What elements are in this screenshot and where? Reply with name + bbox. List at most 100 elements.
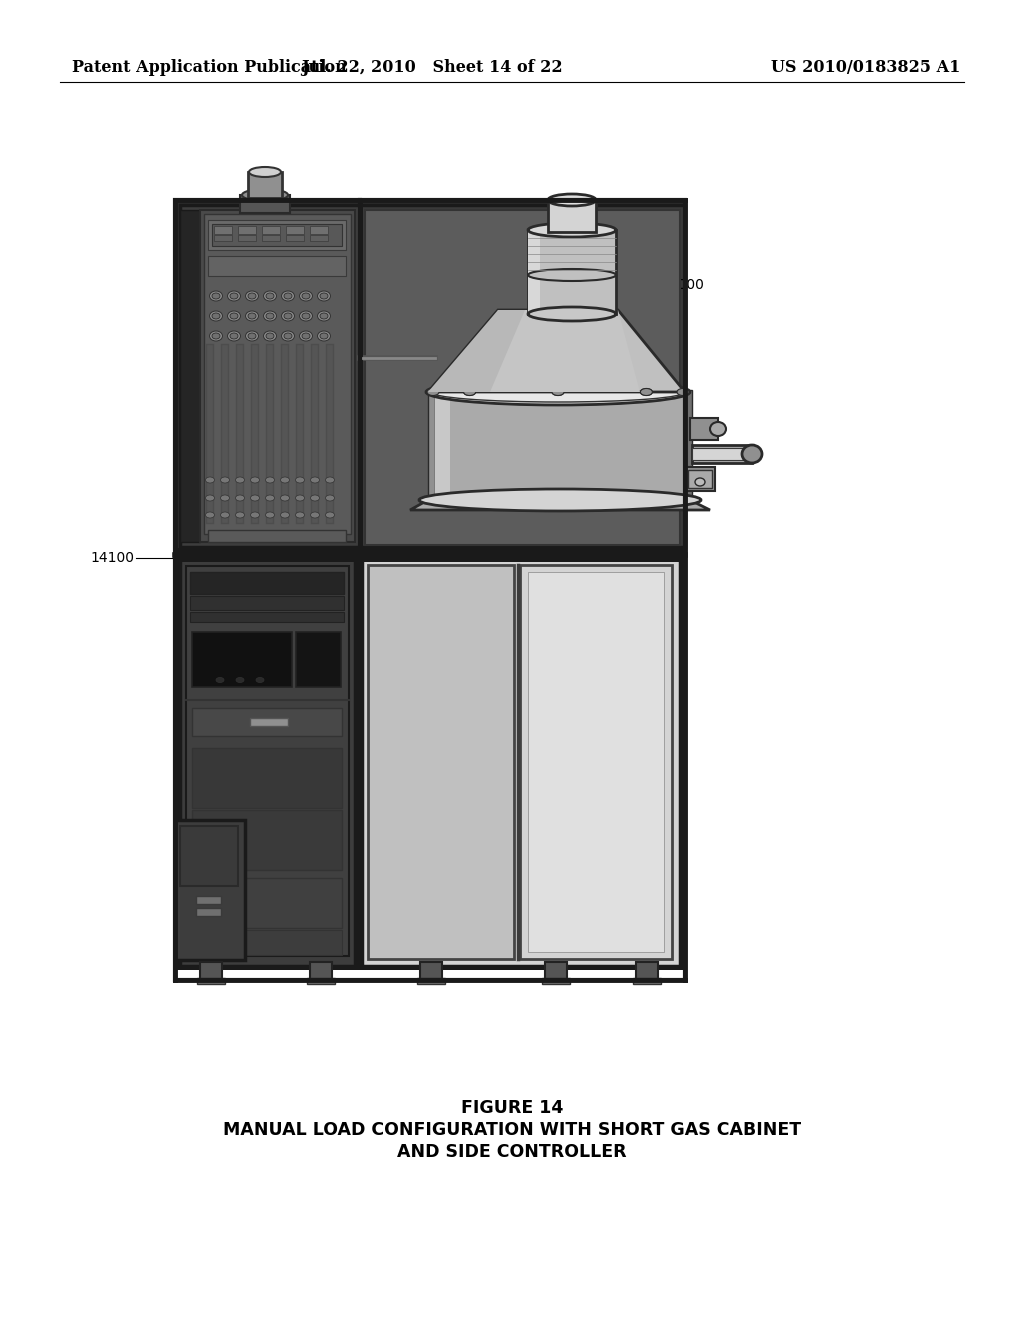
Bar [417, 978, 445, 983]
Polygon shape [430, 395, 692, 498]
Ellipse shape [282, 290, 295, 301]
Ellipse shape [248, 293, 256, 300]
Ellipse shape [206, 512, 214, 517]
Bar [196, 896, 221, 904]
Ellipse shape [216, 677, 224, 682]
Ellipse shape [326, 512, 335, 517]
Bar [175, 201, 685, 979]
Ellipse shape [227, 331, 241, 341]
Ellipse shape [256, 677, 264, 682]
Ellipse shape [265, 477, 274, 483]
Ellipse shape [430, 381, 685, 403]
Ellipse shape [246, 312, 258, 321]
Ellipse shape [246, 290, 258, 301]
Ellipse shape [210, 312, 222, 321]
Ellipse shape [528, 223, 616, 238]
Ellipse shape [265, 512, 274, 517]
Ellipse shape [317, 290, 331, 301]
Bar [190, 597, 344, 610]
Text: US 2010/0183825 A1: US 2010/0183825 A1 [771, 59, 961, 77]
Polygon shape [435, 395, 450, 498]
Ellipse shape [210, 331, 222, 341]
Bar [286, 226, 304, 234]
Bar [175, 554, 685, 970]
Bar [548, 201, 596, 232]
Ellipse shape [281, 495, 290, 502]
Bar [193, 708, 342, 737]
Bar [200, 962, 222, 979]
Bar [685, 467, 715, 491]
Ellipse shape [310, 495, 319, 502]
Ellipse shape [281, 477, 290, 483]
Bar [197, 978, 225, 983]
Polygon shape [428, 310, 525, 392]
Bar [636, 962, 658, 979]
Ellipse shape [236, 477, 245, 483]
Ellipse shape [552, 388, 564, 396]
Ellipse shape [206, 495, 214, 502]
Ellipse shape [220, 477, 229, 483]
Ellipse shape [427, 388, 439, 396]
Polygon shape [410, 500, 710, 510]
Bar [633, 978, 662, 983]
Ellipse shape [528, 269, 616, 281]
Ellipse shape [677, 388, 689, 396]
Ellipse shape [464, 388, 475, 396]
Ellipse shape [528, 308, 616, 321]
Ellipse shape [296, 512, 304, 517]
Bar [186, 566, 349, 956]
Ellipse shape [302, 293, 310, 300]
Polygon shape [428, 389, 692, 500]
Ellipse shape [299, 312, 312, 321]
Bar [250, 718, 288, 726]
Bar [286, 235, 304, 242]
Ellipse shape [299, 290, 312, 301]
Ellipse shape [282, 331, 295, 341]
Bar [193, 632, 292, 686]
Bar [214, 235, 232, 242]
Bar [208, 256, 346, 276]
Bar [420, 962, 442, 979]
Bar [296, 632, 341, 686]
Bar [193, 931, 342, 954]
Bar [528, 572, 664, 952]
Ellipse shape [251, 495, 259, 502]
Ellipse shape [695, 478, 705, 486]
Text: FIGURE 14: FIGURE 14 [461, 1100, 563, 1117]
Ellipse shape [296, 495, 304, 502]
Ellipse shape [310, 512, 319, 517]
Ellipse shape [266, 333, 274, 339]
Ellipse shape [302, 333, 310, 339]
Bar [310, 235, 328, 242]
Bar [180, 826, 238, 886]
Bar [208, 220, 346, 249]
Bar [520, 565, 672, 960]
Ellipse shape [220, 495, 229, 502]
Bar [193, 810, 342, 870]
Text: AND SIDE CONTROLLER: AND SIDE CONTROLLER [397, 1143, 627, 1162]
Bar [262, 235, 280, 242]
Ellipse shape [230, 333, 238, 339]
Ellipse shape [284, 293, 292, 300]
Ellipse shape [319, 333, 328, 339]
Ellipse shape [263, 331, 276, 341]
Ellipse shape [236, 677, 244, 682]
Ellipse shape [742, 445, 762, 463]
Ellipse shape [236, 495, 245, 502]
Bar [238, 226, 256, 234]
Text: 14000: 14000 [660, 279, 703, 292]
Bar [200, 210, 355, 543]
Bar [214, 226, 232, 234]
Ellipse shape [251, 512, 259, 517]
Bar [238, 235, 256, 242]
Ellipse shape [319, 293, 328, 300]
Bar [310, 962, 332, 979]
Bar [180, 558, 355, 966]
Bar [362, 558, 680, 966]
Bar [196, 908, 221, 916]
Ellipse shape [248, 313, 256, 319]
Ellipse shape [263, 312, 276, 321]
Bar [310, 226, 328, 234]
Ellipse shape [284, 333, 292, 339]
Ellipse shape [242, 189, 288, 201]
